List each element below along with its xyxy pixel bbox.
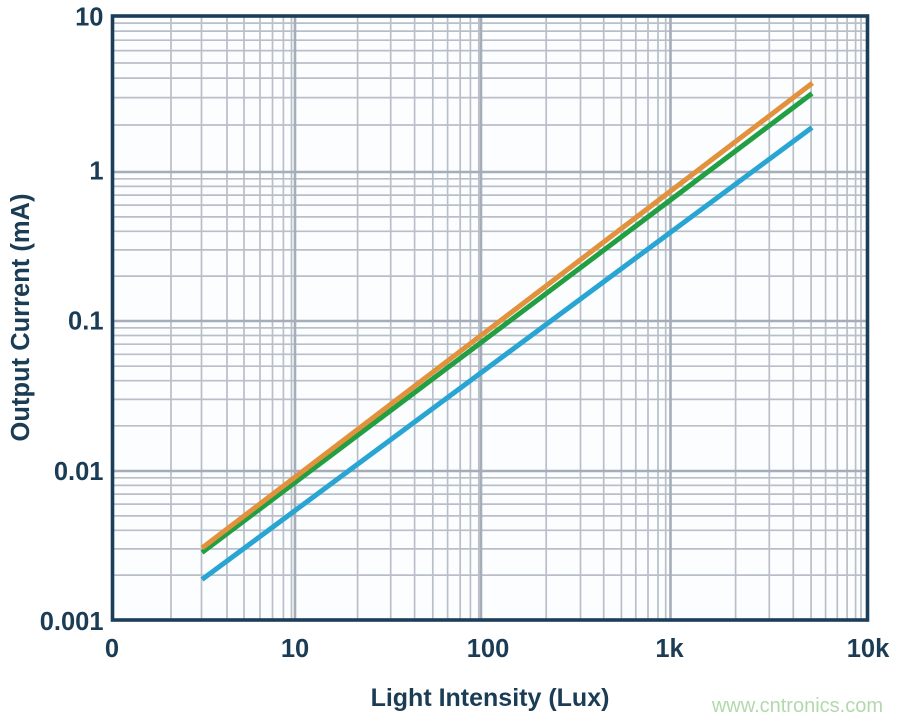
- svg-text:10k: 10k: [847, 635, 890, 663]
- svg-text:0.1: 0.1: [68, 308, 103, 336]
- svg-text:0.001: 0.001: [40, 608, 104, 636]
- svg-text:1k: 1k: [655, 635, 684, 663]
- svg-text:Output Current (mA): Output Current (mA): [7, 194, 35, 442]
- svg-text:10: 10: [281, 635, 309, 663]
- svg-text:www.cntronics.com: www.cntronics.com: [711, 695, 883, 717]
- svg-text:10: 10: [75, 4, 103, 32]
- svg-text:100: 100: [467, 635, 510, 663]
- svg-text:Light Intensity (Lux): Light Intensity (Lux): [371, 684, 610, 712]
- svg-text:0.01: 0.01: [54, 458, 104, 486]
- svg-text:0: 0: [105, 635, 119, 663]
- svg-text:1: 1: [89, 158, 103, 186]
